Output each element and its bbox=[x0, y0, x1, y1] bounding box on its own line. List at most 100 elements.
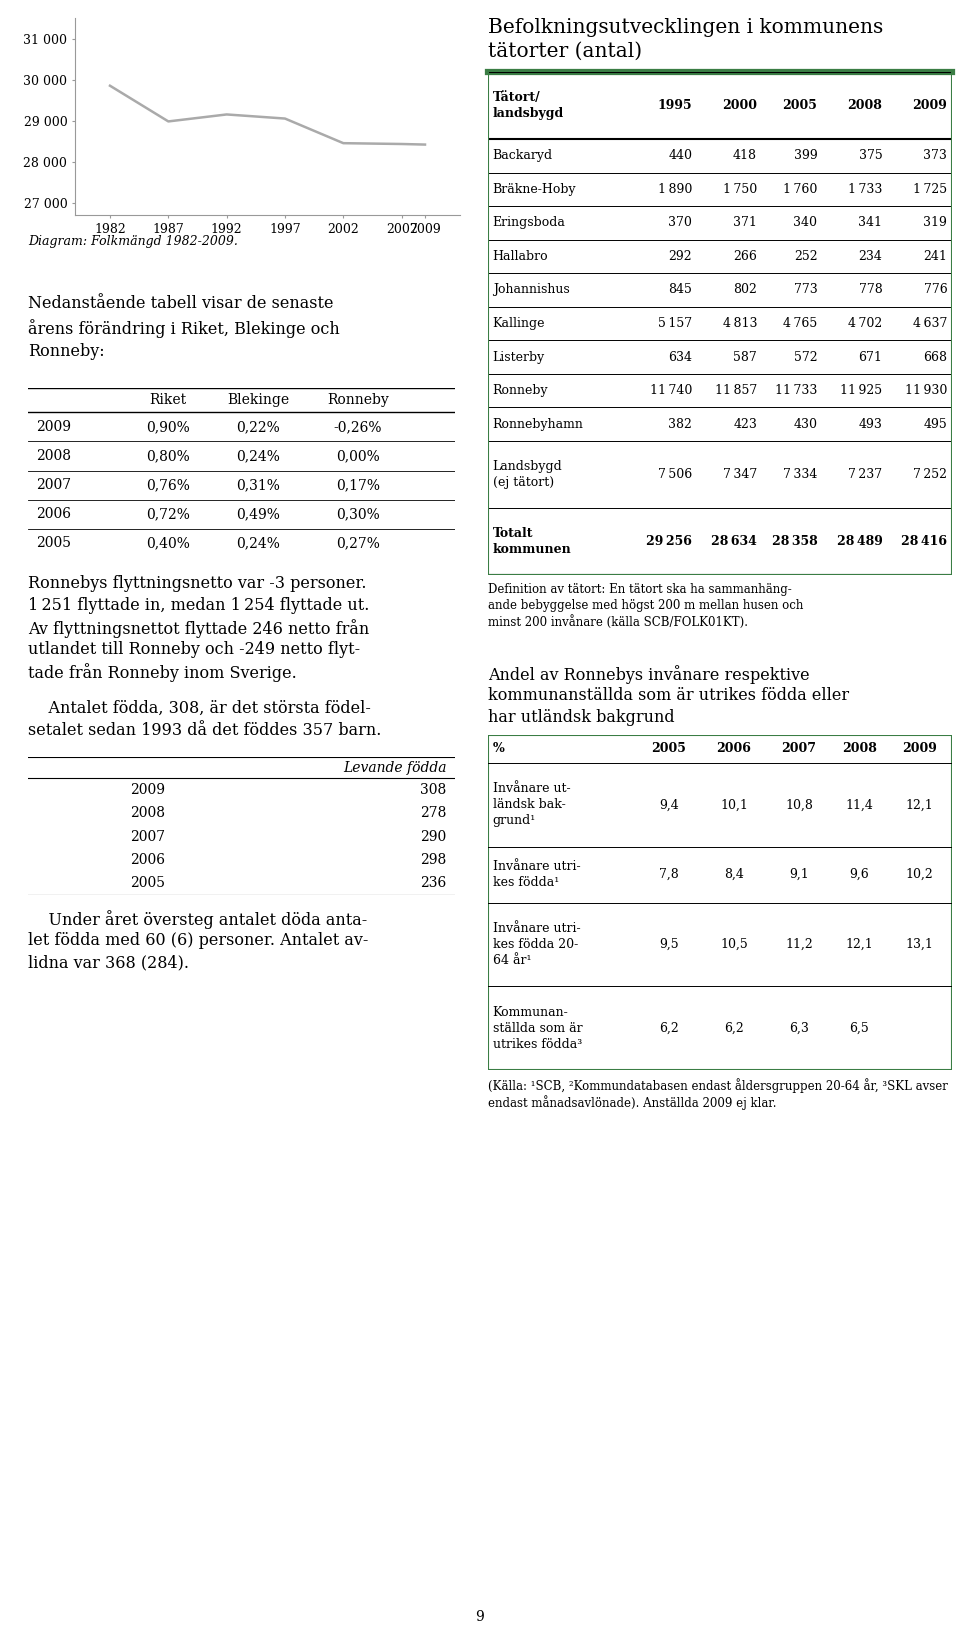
Text: Kallinge: Kallinge bbox=[492, 317, 545, 330]
Text: Invånare utri-
kes födda 20-
64 år¹: Invånare utri- kes födda 20- 64 år¹ bbox=[492, 921, 580, 967]
Text: 2008: 2008 bbox=[842, 743, 876, 756]
Text: 2006: 2006 bbox=[36, 507, 72, 522]
Text: Invånare ut-
ländsk bak-
grund¹: Invånare ut- ländsk bak- grund¹ bbox=[492, 782, 570, 827]
Text: 4 765: 4 765 bbox=[783, 317, 818, 330]
Text: 10,8: 10,8 bbox=[785, 798, 813, 811]
Text: Backaryd: Backaryd bbox=[492, 150, 553, 162]
Text: 4 813: 4 813 bbox=[723, 317, 757, 330]
Text: 236: 236 bbox=[420, 876, 446, 890]
Text: 11 857: 11 857 bbox=[715, 384, 757, 396]
Text: Hallabro: Hallabro bbox=[492, 250, 548, 263]
Text: 6,5: 6,5 bbox=[850, 1022, 869, 1035]
Text: årens förändring i Riket, Blekinge och: årens förändring i Riket, Blekinge och bbox=[28, 318, 340, 338]
Text: 1 890: 1 890 bbox=[658, 184, 692, 197]
Text: 11 930: 11 930 bbox=[905, 384, 948, 396]
Text: Blekinge: Blekinge bbox=[227, 393, 289, 408]
Text: 572: 572 bbox=[794, 351, 818, 364]
Text: 7 347: 7 347 bbox=[723, 468, 757, 481]
Text: 423: 423 bbox=[733, 418, 757, 431]
Text: ande bebyggelse med högst 200 m mellan husen och: ande bebyggelse med högst 200 m mellan h… bbox=[488, 600, 804, 613]
Text: 1995: 1995 bbox=[658, 99, 692, 112]
Text: 319: 319 bbox=[924, 216, 948, 229]
Text: Eringsboda: Eringsboda bbox=[492, 216, 565, 229]
Text: Antalet födda, 308, är det största födel-: Antalet födda, 308, är det största födel… bbox=[28, 700, 371, 717]
Text: 382: 382 bbox=[668, 418, 692, 431]
Text: 776: 776 bbox=[924, 283, 948, 296]
Text: Kommunan-
ställda som är
utrikes födda³: Kommunan- ställda som är utrikes födda³ bbox=[492, 1006, 583, 1051]
Text: 298: 298 bbox=[420, 853, 446, 868]
Text: 7 506: 7 506 bbox=[658, 468, 692, 481]
Text: 2007: 2007 bbox=[131, 830, 165, 843]
Text: 2000: 2000 bbox=[722, 99, 757, 112]
Text: 1 725: 1 725 bbox=[913, 184, 948, 197]
Text: 2009: 2009 bbox=[902, 743, 937, 756]
Text: 7,8: 7,8 bbox=[660, 868, 679, 881]
Text: 9,6: 9,6 bbox=[850, 868, 869, 881]
Text: 13,1: 13,1 bbox=[905, 938, 933, 951]
Text: 8,4: 8,4 bbox=[724, 868, 744, 881]
Text: lidna var 368 (284).: lidna var 368 (284). bbox=[28, 954, 189, 972]
Text: 341: 341 bbox=[858, 216, 882, 229]
Text: 12,1: 12,1 bbox=[905, 798, 933, 811]
Text: 11,4: 11,4 bbox=[845, 798, 874, 811]
Text: 2005: 2005 bbox=[131, 876, 165, 890]
Text: 11 740: 11 740 bbox=[650, 384, 692, 396]
Text: 2008: 2008 bbox=[848, 99, 882, 112]
Text: 11 925: 11 925 bbox=[840, 384, 882, 396]
Text: 375: 375 bbox=[858, 150, 882, 162]
Text: Andel av Ronnebys invånare respektive: Andel av Ronnebys invånare respektive bbox=[488, 665, 809, 684]
Text: 671: 671 bbox=[858, 351, 882, 364]
Text: Definition av tätort: En tätort ska ha sammanhäng-: Definition av tätort: En tätort ska ha s… bbox=[488, 583, 792, 596]
Text: 28 489: 28 489 bbox=[836, 535, 882, 548]
Text: 370: 370 bbox=[668, 216, 692, 229]
Text: 6,2: 6,2 bbox=[660, 1022, 679, 1035]
Text: 6,3: 6,3 bbox=[789, 1022, 809, 1035]
Text: 2005: 2005 bbox=[652, 743, 686, 756]
Text: Invånare utri-
kes födda¹: Invånare utri- kes födda¹ bbox=[492, 860, 580, 889]
Text: utlandet till Ronneby och -249 netto flyt-: utlandet till Ronneby och -249 netto fly… bbox=[28, 640, 360, 658]
Text: 0,49%: 0,49% bbox=[236, 507, 280, 522]
Text: Johannishus: Johannishus bbox=[492, 283, 569, 296]
Text: -0,26%: -0,26% bbox=[334, 419, 382, 434]
Text: 2005: 2005 bbox=[782, 99, 818, 112]
Text: 5 157: 5 157 bbox=[658, 317, 692, 330]
Text: 9,1: 9,1 bbox=[789, 868, 808, 881]
Text: 0,24%: 0,24% bbox=[236, 536, 280, 551]
Text: 292: 292 bbox=[668, 250, 692, 263]
Text: Ronneby:: Ronneby: bbox=[28, 343, 105, 361]
Text: 2005: 2005 bbox=[36, 536, 72, 551]
Text: 241: 241 bbox=[924, 250, 948, 263]
Text: 7 237: 7 237 bbox=[849, 468, 882, 481]
Text: 308: 308 bbox=[420, 783, 446, 796]
Text: 373: 373 bbox=[924, 150, 948, 162]
Text: 28 416: 28 416 bbox=[901, 535, 948, 548]
Text: setalet sedan 1993 då det föddes 357 barn.: setalet sedan 1993 då det föddes 357 bar… bbox=[28, 722, 381, 739]
Text: Befolkningsutvecklingen i kommunens: Befolkningsutvecklingen i kommunens bbox=[488, 18, 883, 37]
Text: (Källa: ¹SCB, ²Kommundatabasen endast åldersgruppen 20-64 år, ³SKL avser endast : (Källa: ¹SCB, ²Kommundatabasen endast ål… bbox=[488, 1077, 948, 1110]
Text: 845: 845 bbox=[668, 283, 692, 296]
Text: Landsbygd
(ej tätort): Landsbygd (ej tätort) bbox=[492, 460, 563, 489]
Text: 7 252: 7 252 bbox=[913, 468, 948, 481]
Text: Ronnebys flyttningsnetto var -3 personer.: Ronnebys flyttningsnetto var -3 personer… bbox=[28, 575, 367, 592]
Text: 266: 266 bbox=[733, 250, 757, 263]
Text: %: % bbox=[492, 743, 504, 756]
Text: 0,76%: 0,76% bbox=[146, 478, 190, 492]
Text: 234: 234 bbox=[858, 250, 882, 263]
Text: 634: 634 bbox=[668, 351, 692, 364]
Text: Ronnebyhamn: Ronnebyhamn bbox=[492, 418, 584, 431]
Text: 2009: 2009 bbox=[36, 419, 72, 434]
Text: 0,27%: 0,27% bbox=[336, 536, 380, 551]
Text: 0,31%: 0,31% bbox=[236, 478, 280, 492]
Text: Nedanstående tabell visar de senaste: Nedanstående tabell visar de senaste bbox=[28, 296, 333, 312]
Text: 440: 440 bbox=[668, 150, 692, 162]
Text: tätorter (antal): tätorter (antal) bbox=[488, 42, 642, 62]
Text: 418: 418 bbox=[733, 150, 757, 162]
Text: 0,72%: 0,72% bbox=[146, 507, 190, 522]
Text: Listerby: Listerby bbox=[492, 351, 545, 364]
Text: 2008: 2008 bbox=[36, 449, 72, 463]
Text: Totalt
kommunen: Totalt kommunen bbox=[492, 526, 571, 556]
Text: 10,5: 10,5 bbox=[720, 938, 748, 951]
Text: 0,00%: 0,00% bbox=[336, 449, 380, 463]
Text: 2006: 2006 bbox=[131, 853, 165, 868]
Text: har utländsk bakgrund: har utländsk bakgrund bbox=[488, 708, 675, 726]
